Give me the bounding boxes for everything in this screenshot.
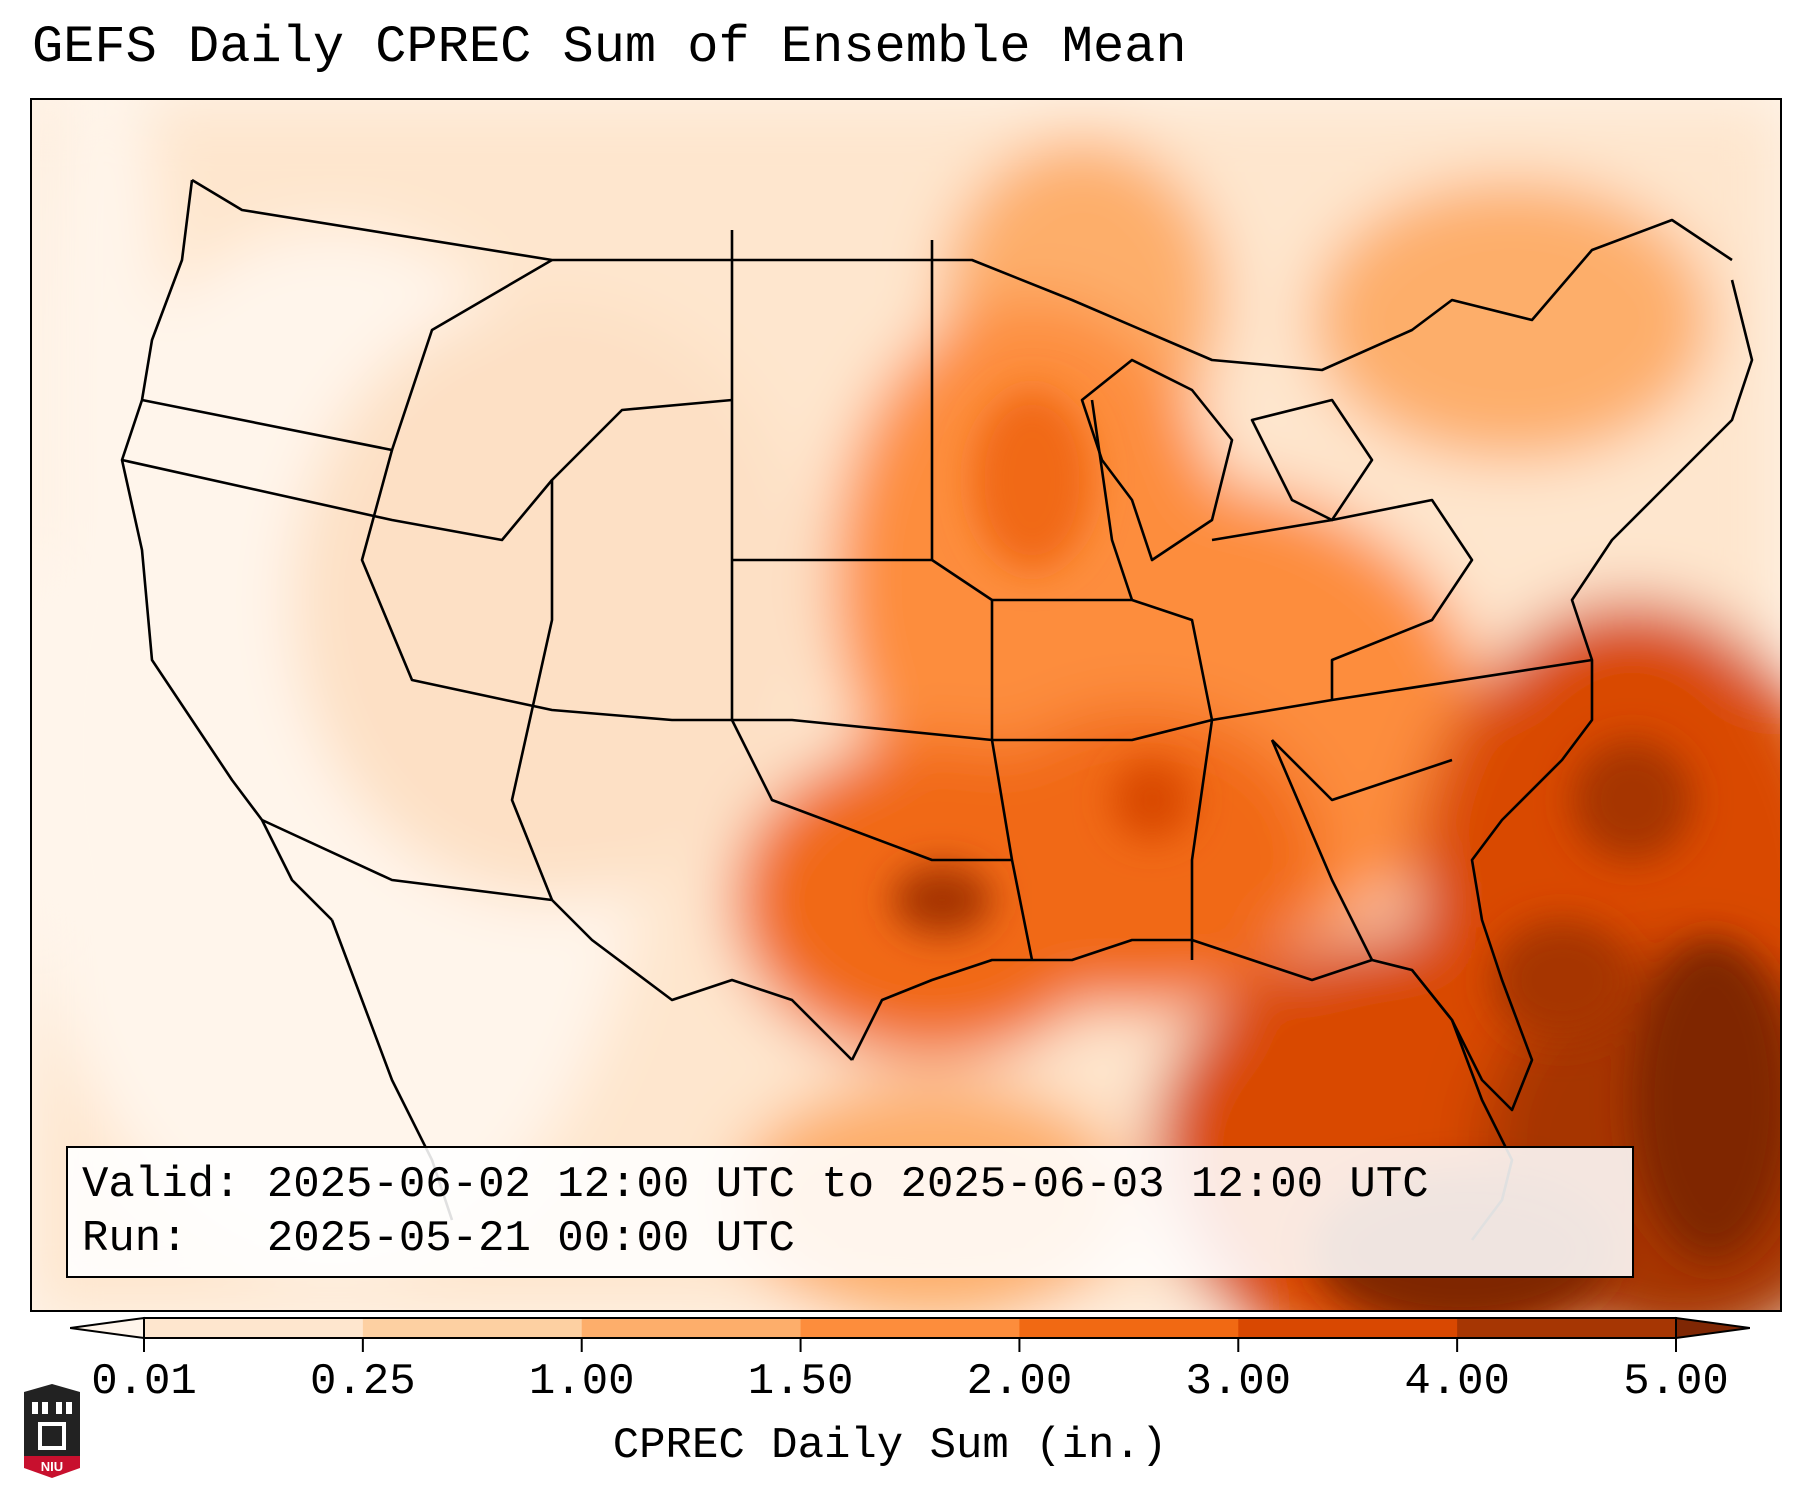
valid-value: 2025-06-02 12:00 UTC to 2025-06-03 12:00… (266, 1160, 1429, 1210)
west-coast (120, 179, 333, 921)
colorbar-segment (1019, 1318, 1239, 1338)
map-frame (30, 98, 1782, 1312)
state-line-12 (730, 719, 1012, 862)
valid-label: Valid: (82, 1160, 241, 1210)
valid-line: Valid: 2025-06-02 12:00 UTC to 2025-06-0… (82, 1158, 1632, 1212)
colorbar-tick-label: 4.00 (1404, 1357, 1510, 1407)
colorbar-extend-high (1675, 1316, 1750, 1340)
state-line-2 (121, 398, 733, 542)
colorbar-outline (143, 1317, 1677, 1339)
state-line-8 (992, 598, 1214, 960)
colorbar-tick-label: 5.00 (1623, 1357, 1729, 1407)
niu-logo-text: NIU (41, 1459, 63, 1474)
colorbar-segment (144, 1318, 364, 1338)
map-title: GEFS Daily CPREC Sum of Ensemble Mean (32, 18, 1187, 77)
mexico-border (261, 818, 853, 1061)
run-line: Run: 2025-05-21 00:00 UTC (82, 1212, 1632, 1266)
precipitation-map (32, 100, 1780, 1310)
colorbar-tick-label: 3.00 (1185, 1357, 1292, 1407)
colorbar-tick-label: 2.00 (966, 1357, 1073, 1407)
state-line-5 (510, 480, 554, 901)
colorbar-segment (362, 1318, 583, 1338)
niu-tower-icon: NIU (24, 1384, 80, 1478)
state-boundaries (120, 178, 1754, 1241)
great-lakes (1080, 358, 1234, 562)
colorbar-tick-label: 0.25 (310, 1357, 416, 1407)
colorbar-segment (581, 1318, 802, 1338)
colorbar-label: CPREC Daily Sum (in.) (612, 1421, 1168, 1471)
state-line-13 (1271, 739, 1453, 802)
state-line-3 (360, 449, 1593, 742)
state-line-6 (732, 558, 1034, 961)
state-line-1 (141, 258, 553, 452)
colorbar-tick-label: 1.00 (528, 1357, 635, 1407)
colorbar-tick-label: 1.50 (747, 1357, 854, 1407)
precip-field (32, 100, 1780, 1310)
run-value: 2025-05-21 00:00 UTC (266, 1214, 795, 1264)
gulf-coast (850, 279, 1754, 1112)
colorbar-extend-low (70, 1316, 145, 1340)
colorbar-segment (800, 1318, 1020, 1338)
colorbar-segment (1457, 1318, 1677, 1338)
colorbar-tick-label: 0.01 (91, 1357, 197, 1407)
state-line-11 (1270, 739, 1374, 961)
great-lakes-2 (1250, 398, 1374, 522)
validity-info-box: Valid: 2025-06-02 12:00 UTC to 2025-06-0… (66, 1146, 1634, 1278)
colorbar (70, 1316, 1750, 1352)
colorbar-segment (1238, 1318, 1458, 1338)
run-label: Run: (82, 1214, 188, 1264)
